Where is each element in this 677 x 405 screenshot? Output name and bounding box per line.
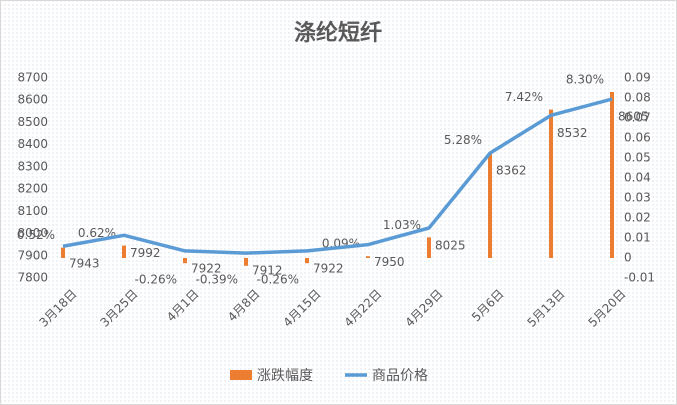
line-value-label: 8532 [557,126,588,140]
y2-tick-label: 0.06 [624,131,651,145]
bar-value-label: -0.26% [135,273,177,287]
y-tick-label: 8500 [17,115,48,129]
line [62,97,613,255]
y-tick-label: 7900 [17,248,48,262]
bar [183,258,187,264]
bar [488,152,492,258]
bar [305,258,309,264]
bar-value-label: 5.28% [444,133,482,147]
line-value-label: 8605 [618,110,649,124]
y-tick-label: 8700 [17,71,48,85]
line-value-label: 8025 [435,239,466,253]
y-tick-label: 8400 [17,137,48,151]
bar-value-label: -0.26% [257,273,299,287]
bar-value-label: 1.03% [383,218,421,232]
y2-tick-label: 0.04 [624,171,651,185]
legend-swatch [230,370,252,380]
bar-value-label: 0.62% [78,226,116,240]
bar [610,92,614,258]
y-tick-label: 8300 [17,159,48,173]
line-value-label: 7943 [69,257,100,271]
y2-tick-label: 0.02 [624,211,651,225]
line-value-label: 7922 [313,261,344,275]
y-tick-label: 7800 [17,271,48,285]
bar [427,237,431,258]
bar [366,256,370,258]
y2-tick-label: 0.01 [624,231,651,245]
y-tick-label: 8000 [17,226,48,240]
y2-tick-label: -0.01 [624,271,655,285]
bar [61,247,65,258]
bar-value-label: 8.30% [566,73,604,87]
legend-label: 商品价格 [372,368,428,384]
legend-label: 涨跌幅度 [257,368,313,384]
bar-value-label: -0.39% [196,273,238,287]
bar [549,109,553,258]
y-tick-label: 8100 [17,204,48,218]
chart-title: 涤纶短纤 [294,20,382,46]
y2-tick-label: 0 [624,251,632,265]
y2-tick-label: 0.07 [624,111,651,125]
line-value-label: 8362 [496,164,527,178]
y2-tick-label: 0.08 [624,91,651,105]
line-value-label: 7912 [252,264,283,278]
bar [244,258,248,266]
line-value-label: 7992 [130,246,161,260]
y2-tick-label: 0.05 [624,151,651,165]
y-tick-label: 8200 [17,182,48,196]
bar-value-label: 0.52% [17,228,55,242]
line-value-label: 7950 [374,255,405,269]
bar [122,245,126,258]
y2-tick-label: 0.03 [624,191,651,205]
y-tick-label: 8600 [17,93,48,107]
line-value-label: 7922 [191,261,222,275]
y2-tick-label: 0.09 [624,71,651,85]
bar-value-label: 7.42% [505,90,543,104]
